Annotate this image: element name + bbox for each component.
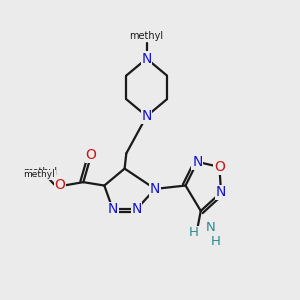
Text: methyl: methyl: [23, 170, 55, 179]
Text: O: O: [214, 160, 225, 174]
Text: methyl: methyl: [130, 31, 164, 41]
Text: N: N: [192, 155, 203, 169]
Text: H: H: [211, 235, 221, 248]
Text: N: N: [150, 182, 160, 196]
Text: N: N: [108, 202, 118, 216]
Text: N: N: [141, 109, 152, 123]
Text: H: H: [188, 226, 198, 239]
Text: O: O: [54, 178, 65, 192]
Text: N: N: [206, 221, 215, 234]
Text: N: N: [131, 202, 142, 216]
Text: O: O: [85, 148, 96, 162]
Text: N: N: [141, 52, 152, 66]
Text: N: N: [216, 185, 226, 199]
Text: methyl: methyl: [23, 167, 57, 177]
